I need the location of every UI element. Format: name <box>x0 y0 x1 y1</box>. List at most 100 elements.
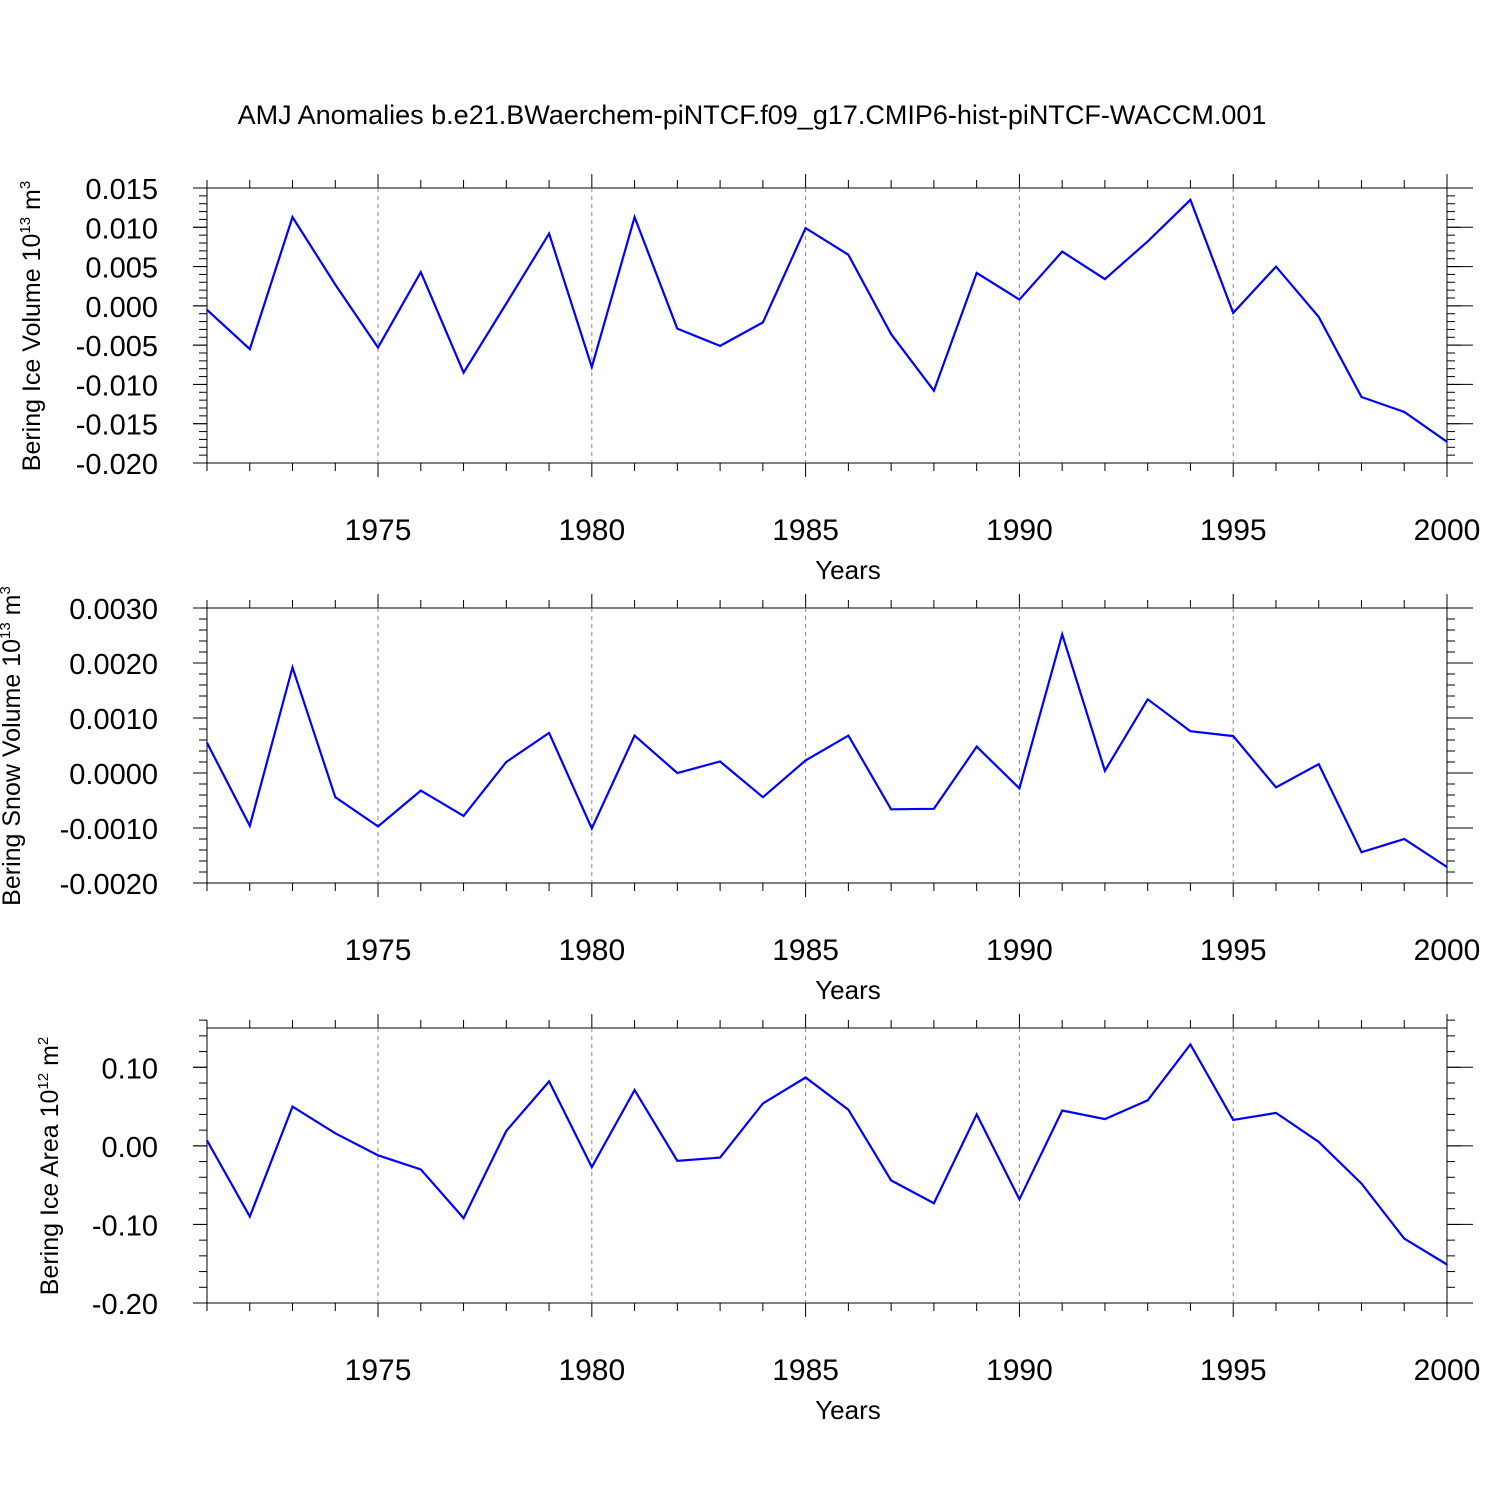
ice-volume-data-point <box>1146 240 1149 243</box>
snow-volume-x-tick-label: 1975 <box>345 934 412 967</box>
ice-volume-data-point <box>933 389 935 392</box>
ice-volume-y-tick-label: 0.005 <box>85 253 158 285</box>
ice-volume-data-point <box>1232 312 1235 314</box>
snow-volume-data-point <box>1360 851 1363 853</box>
snow-volume-data-point <box>676 772 679 774</box>
ice-volume-x-tick-label: 1980 <box>558 514 625 547</box>
ice-area-data-point <box>462 1217 465 1219</box>
snow-volume-data-point <box>1061 633 1063 636</box>
snow-volume-y-tick-label: 0.0010 <box>69 704 158 736</box>
snow-volume-panel: 1975 1980 1985 1990 1995 2000 -0.0020 -0.0010 0.… <box>0 586 1480 1005</box>
ice-volume-data-point <box>377 346 379 349</box>
snow-volume-x-tick-label: 1990 <box>986 934 1053 967</box>
ice-area-data-point <box>890 1179 892 1182</box>
ice-volume-data-point <box>462 371 465 374</box>
snow-volume-data-point <box>719 760 721 763</box>
ice-area-data-point <box>1018 1198 1021 1201</box>
ice-area-data-point <box>676 1159 679 1162</box>
snow-volume-data-point <box>505 761 508 763</box>
ice-volume-data-point <box>291 216 294 218</box>
ice-area-data-point <box>591 1166 593 1168</box>
snow-volume-data-point <box>890 808 892 811</box>
ice-volume-data-point <box>762 321 764 324</box>
ice-area-data-point <box>419 1168 422 1171</box>
ice-volume-x-tick-label: 2000 <box>1414 514 1481 547</box>
ice-area-data-point <box>933 1202 935 1205</box>
ice-area-plot-frame <box>206 1027 1448 1304</box>
snow-volume-data-point <box>248 825 251 827</box>
snow-volume-data-point <box>591 827 593 830</box>
snow-volume-series-line <box>206 630 1448 868</box>
ice-volume-data-point <box>206 308 208 311</box>
ice-area-data-point <box>1061 1109 1063 1112</box>
ice-volume-x-tick-label: 1975 <box>345 514 412 547</box>
ice-volume-data-point <box>591 366 593 368</box>
ice-volume-data-point <box>975 272 978 274</box>
snow-volume-data-point <box>206 741 208 744</box>
ice-volume-data-point <box>1446 440 1448 443</box>
ice-area-data-point <box>1446 1263 1448 1266</box>
snow-volume-data-point <box>334 796 337 798</box>
snow-volume-y-tick-label: 0.0020 <box>69 649 158 681</box>
snow-volume-y-tick-label: 0.0030 <box>69 594 158 626</box>
ice-volume-data-point <box>847 253 850 256</box>
snow-volume-data-point <box>1275 786 1277 789</box>
ice-area-panel: 1975 1980 1985 1990 1995 2000 -0.20 -0.10 0.00 0.… <box>35 1014 1480 1425</box>
ice-area-data-point <box>762 1102 764 1105</box>
snow-volume-x-tick-label: 1995 <box>1200 934 1267 967</box>
ice-volume-x-tick-label: 1990 <box>986 514 1053 547</box>
ice-volume-plot-frame <box>206 187 1448 464</box>
ice-area-x-tick-label: 1985 <box>772 1354 839 1387</box>
ice-volume-x-axis-label: Years <box>815 555 881 585</box>
ice-area-x-tick-label: 1975 <box>345 1354 412 1387</box>
ice-area-y-tick-label: 0.10 <box>102 1053 158 1085</box>
ice-volume-data-point <box>676 327 679 330</box>
snow-volume-data-point <box>1189 730 1192 732</box>
snow-volume-data-point <box>377 825 379 828</box>
snow-volume-data-point <box>1146 698 1149 701</box>
ice-area-data-point <box>334 1132 337 1135</box>
ice-volume-data-point <box>804 227 807 229</box>
ice-volume-data-point <box>1189 198 1192 201</box>
snow-volume-data-point <box>933 807 935 810</box>
ice-area-data-point <box>377 1154 379 1157</box>
ice-area-x-tick-label: 1990 <box>986 1354 1053 1387</box>
snow-volume-y-tick-label: -0.0010 <box>60 814 158 846</box>
ice-area-x-tick-label: 1980 <box>558 1354 625 1387</box>
snow-volume-data-point <box>1232 735 1235 737</box>
ice-area-x-tick-label: 1995 <box>1200 1354 1267 1387</box>
snow-volume-data-point <box>762 796 764 798</box>
snow-volume-data-point <box>462 815 465 817</box>
ice-volume-data-point <box>1360 396 1363 398</box>
snow-volume-data-point <box>1317 763 1320 765</box>
snow-volume-x-tick-label: 1980 <box>558 934 625 967</box>
snow-volume-y-tick-label: -0.0020 <box>60 869 158 901</box>
snow-volume-data-point <box>419 789 422 792</box>
ice-volume-y-axis-label: Bering Ice Volume 1013 m3 <box>17 181 46 471</box>
snow-volume-x-tick-label: 2000 <box>1414 934 1481 967</box>
ice-volume-y-tick-label: -0.010 <box>76 370 158 402</box>
snow-volume-data-point <box>804 759 807 762</box>
snow-volume-data-point <box>548 732 550 734</box>
ice-volume-data-point <box>334 283 337 286</box>
ice-volume-data-point <box>548 232 550 235</box>
ice-volume-y-tick-label: -0.015 <box>76 410 158 442</box>
ice-area-data-point <box>847 1108 850 1111</box>
ice-area-y-axis-label: Bering Ice Area 1012 m2 <box>35 1037 64 1296</box>
ice-area-data-point <box>1403 1237 1406 1240</box>
snow-volume-data-point <box>975 745 978 748</box>
figure-title: AMJ Anomalies b.e21.BWaerchem-piNTCF.f09… <box>238 100 1267 130</box>
ice-volume-y-tick-label: 0.010 <box>85 213 158 245</box>
ice-area-y-tick-label: 0.00 <box>102 1132 158 1164</box>
ice-area-data-point <box>1360 1182 1363 1185</box>
snow-volume-x-axis-label: Years <box>815 975 881 1005</box>
ice-area-data-point <box>975 1113 978 1116</box>
snow-volume-y-tick-label: 0.0000 <box>69 759 158 791</box>
ice-volume-data-point <box>719 345 721 347</box>
snow-volume-data-point <box>1018 787 1021 790</box>
ice-area-data-point <box>505 1130 508 1132</box>
snow-volume-data-point <box>633 734 636 737</box>
ice-area-data-point <box>804 1076 807 1079</box>
ice-area-data-point <box>291 1105 294 1108</box>
